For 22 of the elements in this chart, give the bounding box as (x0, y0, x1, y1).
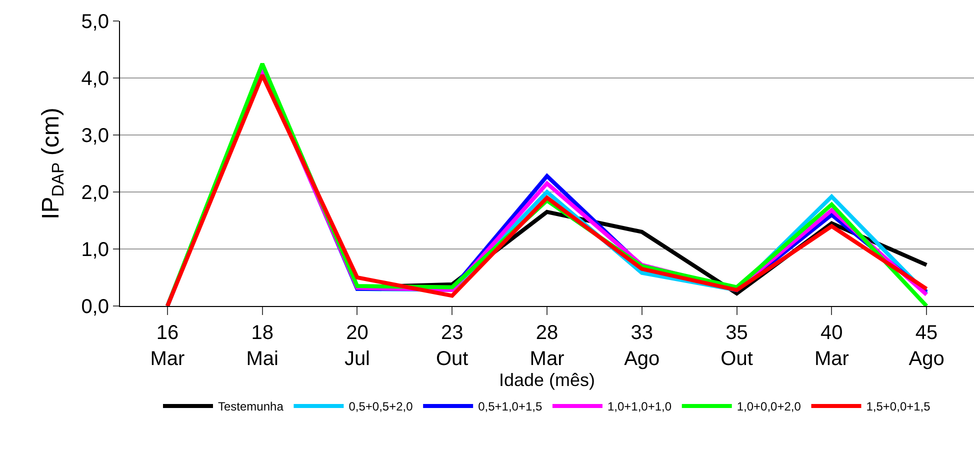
x-axis-title: Idade (mês) (498, 370, 596, 390)
x-tick-label: 35 Out (720, 322, 754, 370)
legend-label: 0,5+1,0+1,5 (478, 400, 542, 414)
legend-label: 0,5+0,5+2,0 (348, 400, 414, 414)
legend-label: Testemunha (218, 400, 284, 414)
legend-label: 1,0+0,0+2,0 (736, 400, 802, 414)
x-tick-label: 45 Ago (908, 322, 944, 370)
y-tick-label: 0,0 (81, 296, 109, 318)
y-tick-label: 4,0 (81, 68, 109, 90)
x-tick-label: 23 Out (436, 322, 469, 370)
x-tick-label: 16 Mar (150, 322, 185, 370)
legend-label: 1,5+0,0+1,5 (866, 400, 931, 414)
y-tick-label: 2,0 (81, 182, 109, 204)
x-tick-label: 40 Mar (814, 322, 850, 370)
y-tick-label: 5,0 (81, 11, 109, 33)
y-tick-label: 1,0 (81, 239, 109, 261)
x-tick-label: 28 Mar (530, 322, 565, 370)
x-tick-label: 18 Mai (246, 322, 278, 370)
y-tick-label: 3,0 (81, 125, 109, 147)
x-tick-label: 33 Ago (624, 322, 660, 370)
legend-label: 1,0+1,0+1,0 (607, 400, 672, 414)
x-tick-label: 20 Jul (344, 322, 370, 370)
